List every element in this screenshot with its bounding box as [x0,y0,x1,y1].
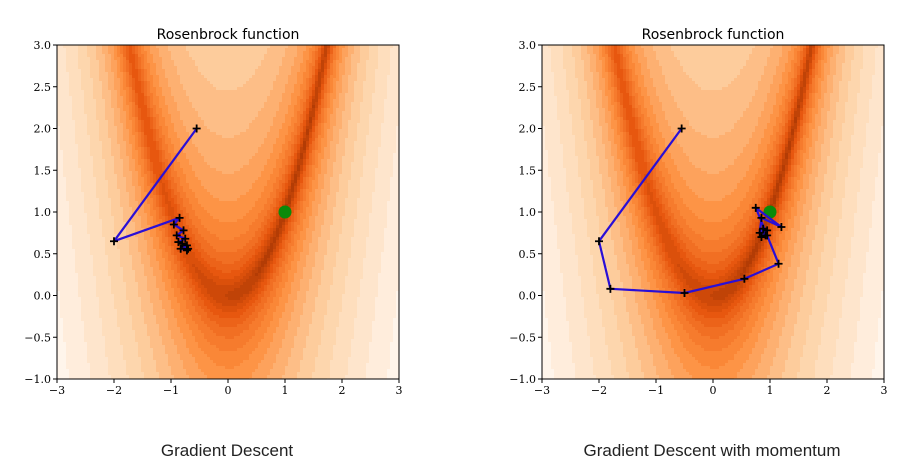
step-marker [751,203,760,212]
y-tick-label: 1.0 [34,206,52,219]
step-marker [175,213,184,222]
y-tick-label: 2.5 [34,81,52,94]
y-tick-label: 1.0 [519,206,537,219]
step-marker [763,226,772,235]
x-tick-label: −2 [106,384,122,397]
step-marker [178,239,187,248]
x-tick-label: 3 [396,384,403,397]
y-tick-label: 3.0 [519,39,537,52]
y-tick-label: 0.0 [34,290,52,303]
minimum-point [763,205,777,219]
x-tick-label: 1 [282,384,289,397]
x-tick-label: 1 [767,384,774,397]
minimum-point [278,205,292,219]
x-tick-label: 0 [225,384,232,397]
y-tick-label: 2.0 [34,123,52,136]
step-marker [176,244,185,253]
y-tick-label: 2.0 [519,123,537,136]
step-marker [606,284,615,293]
x-tick-label: 0 [710,384,717,397]
y-tick-label: 0.5 [34,248,52,261]
step-marker [759,224,768,233]
y-tick-label: −1.0 [24,373,51,386]
y-tick-label: −0.5 [509,331,536,344]
x-tick-label: 2 [824,384,831,397]
step-marker [174,238,183,247]
caption-gradient-descent-momentum: Gradient Descent with momentum [537,441,887,461]
contour-field [542,45,884,379]
y-tick-label: 1.5 [519,164,537,177]
step-marker [595,237,603,246]
x-tick-label: −2 [591,384,607,397]
y-tick-label: 0.0 [519,290,537,303]
step-marker [192,124,201,133]
x-tick-label: −1 [648,384,664,397]
step-marker [777,223,786,232]
x-tick-label: 3 [881,384,888,397]
step-marker [757,213,766,222]
y-tick-label: 3.0 [34,39,52,52]
y-tick-label: 0.5 [519,248,537,261]
y-tick-label: 1.5 [34,164,52,177]
x-tick-label: −3 [534,384,550,397]
step-marker [757,233,766,242]
contour-field [57,45,399,379]
step-marker [740,274,749,283]
step-marker [181,234,190,243]
caption-gradient-descent: Gradient Descent [52,441,402,461]
step-marker [184,244,193,253]
step-marker [680,288,689,297]
step-marker [774,259,783,268]
step-marker [761,231,770,240]
y-tick-label: 2.5 [519,81,537,94]
y-tick-label: −0.5 [24,331,51,344]
chart-title: Rosenbrock function [157,27,300,43]
x-tick-label: 2 [339,384,346,397]
step-marker [179,226,188,235]
x-tick-label: −3 [49,384,65,397]
step-marker [755,228,764,237]
chart-title: Rosenbrock function [642,27,785,43]
y-tick-label: −1.0 [509,373,536,386]
step-marker [677,124,686,133]
step-marker [169,220,178,229]
step-marker [182,246,191,255]
x-tick-label: −1 [163,384,179,397]
chart-1: Rosenbrock function −3 −2 −1 0 1 2 3 −1.0 −0.5 0.0… [24,27,402,397]
step-marker [110,237,118,246]
chart-2: Rosenbrock function −3 −2 −1 0 1 2 3 −1.0 −0.5 0.0… [509,27,887,397]
step-marker [172,231,181,240]
